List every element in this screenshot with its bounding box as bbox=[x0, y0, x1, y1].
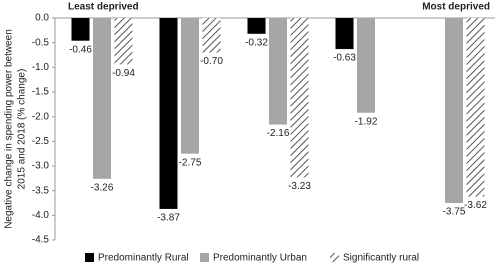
legend-label: Significantly rural bbox=[343, 253, 419, 264]
legend-swatch bbox=[330, 253, 339, 262]
value-label: -0.46 bbox=[69, 44, 92, 55]
value-label: -3.87 bbox=[157, 213, 180, 224]
y-axis-label: Negative change in spending power betwee… bbox=[4, 29, 15, 229]
bar bbox=[290, 18, 309, 178]
annotation: Least deprived bbox=[68, 2, 139, 13]
value-label: -0.70 bbox=[200, 56, 223, 67]
value-label: -3.23 bbox=[288, 181, 311, 192]
bar bbox=[269, 18, 287, 125]
bar bbox=[445, 18, 463, 203]
bar bbox=[202, 18, 221, 53]
value-label: -3.75 bbox=[443, 207, 466, 218]
value-label: -0.94 bbox=[112, 68, 135, 79]
y-tick-label: -3.0 bbox=[32, 161, 50, 172]
y-tick-label: 0.0 bbox=[35, 13, 49, 24]
value-label: -0.32 bbox=[245, 37, 268, 48]
value-label: -2.16 bbox=[267, 128, 290, 139]
y-tick-label: -2.5 bbox=[32, 136, 50, 147]
bar bbox=[466, 18, 485, 197]
bar bbox=[93, 18, 111, 179]
bar bbox=[159, 18, 178, 209]
value-label: -3.26 bbox=[91, 182, 114, 193]
annotation: Most deprived bbox=[422, 2, 490, 13]
legend-swatch bbox=[85, 253, 94, 262]
y-tick-label: -0.5 bbox=[32, 37, 50, 48]
y-axis-label: 2015 and 2018 (% change) bbox=[17, 69, 28, 190]
y-tick-label: -1.0 bbox=[32, 62, 50, 73]
bar bbox=[71, 18, 90, 41]
value-label: -1.92 bbox=[355, 116, 378, 127]
value-label: -2.75 bbox=[179, 157, 202, 168]
value-label: -0.63 bbox=[333, 53, 356, 64]
value-label: -3.62 bbox=[464, 200, 487, 211]
bar bbox=[357, 18, 375, 113]
y-tick-label: -3.5 bbox=[32, 185, 50, 196]
legend-label: Predominantly Urban bbox=[213, 253, 307, 264]
legend-label: Predominantly Rural bbox=[98, 253, 189, 264]
bar bbox=[114, 18, 133, 65]
bar bbox=[247, 18, 266, 34]
bar bbox=[181, 18, 199, 154]
bar bbox=[335, 18, 354, 50]
legend-swatch bbox=[200, 253, 209, 262]
y-tick-label: -4.5 bbox=[32, 235, 50, 246]
y-tick-label: -2.0 bbox=[32, 111, 50, 122]
y-tick-label: -1.5 bbox=[32, 87, 50, 98]
y-tick-label: -4.0 bbox=[32, 210, 50, 221]
